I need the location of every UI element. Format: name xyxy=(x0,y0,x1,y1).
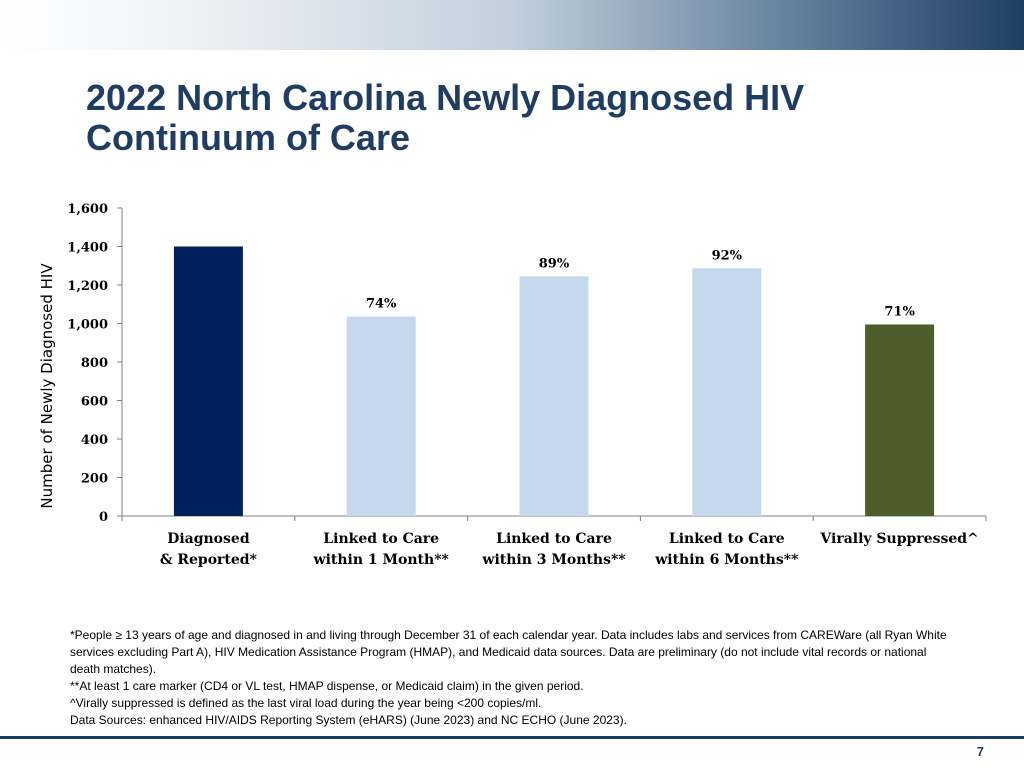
x-tick-label: Diagnosed xyxy=(167,531,250,547)
footnote-care-marker: **At least 1 care marker (CD4 or VL test… xyxy=(70,679,584,693)
data-label: 74% xyxy=(366,297,397,312)
bars xyxy=(173,246,935,516)
footnote-people: *People ≥ 13 years of age and diagnosed … xyxy=(70,628,947,676)
y-tick-label: 400 xyxy=(81,433,108,448)
y-tick-label: 0 xyxy=(99,510,108,525)
data-label: 89% xyxy=(539,256,570,271)
y-tick-label: 200 xyxy=(81,472,108,487)
header-gradient-band xyxy=(0,0,1024,50)
title-line-1: 2022 North Carolina Newly Diagnosed HIV xyxy=(86,77,805,118)
slide-title: 2022 North Carolina Newly Diagnosed HIV … xyxy=(86,78,966,158)
y-tick-label: 1,600 xyxy=(67,202,108,217)
bar xyxy=(865,324,935,516)
x-tick-label: within 3 Months** xyxy=(481,552,626,568)
x-tick-label: Linked to Care xyxy=(669,531,785,547)
y-tick-label: 600 xyxy=(81,395,108,410)
data-label: 71% xyxy=(884,304,915,319)
data-label: 92% xyxy=(712,248,743,263)
x-tick-label: Linked to Care xyxy=(496,531,612,547)
page-number: 7 xyxy=(976,744,984,759)
x-tick-label: within 1 Month** xyxy=(313,552,450,568)
footer-rule xyxy=(0,736,1024,739)
bar-chart: Number of Newly Diagnosed HIV 0 200 400 600… xyxy=(38,202,987,568)
data-labels: 74% 89% 92% 71% xyxy=(366,248,915,319)
title-line-2: Continuum of Care xyxy=(86,117,410,158)
y-tick-label: 1,200 xyxy=(67,279,108,294)
bar xyxy=(173,246,243,516)
y-tick-label: 800 xyxy=(81,356,108,371)
bar xyxy=(346,316,416,516)
x-tick-labels: Diagnosed & Reported* Linked to Care within… xyxy=(160,531,979,568)
y-tick-label: 1,400 xyxy=(67,241,108,256)
x-tick-label: Virally Suppressed^ xyxy=(819,531,978,547)
y-axis-label: Number of Newly Diagnosed HIV xyxy=(38,263,56,509)
bar xyxy=(692,268,762,516)
footnote-virally-suppressed: ^Virally suppressed is defined as the la… xyxy=(70,696,542,710)
x-tick-label: & Reported* xyxy=(160,552,258,568)
x-axis xyxy=(121,515,987,521)
bar xyxy=(519,276,589,516)
x-tick-label: within 6 Months** xyxy=(654,552,799,568)
y-axis: 0 200 400 600 800 1,000 1,200 1,400 1,600 xyxy=(67,202,123,525)
footnote-data-sources: Data Sources: enhanced HIV/AIDS Reportin… xyxy=(70,713,627,727)
x-tick-label: Linked to Care xyxy=(323,531,439,547)
footnotes: *People ≥ 13 years of age and diagnosed … xyxy=(70,627,950,729)
y-tick-label: 1,000 xyxy=(67,318,108,333)
